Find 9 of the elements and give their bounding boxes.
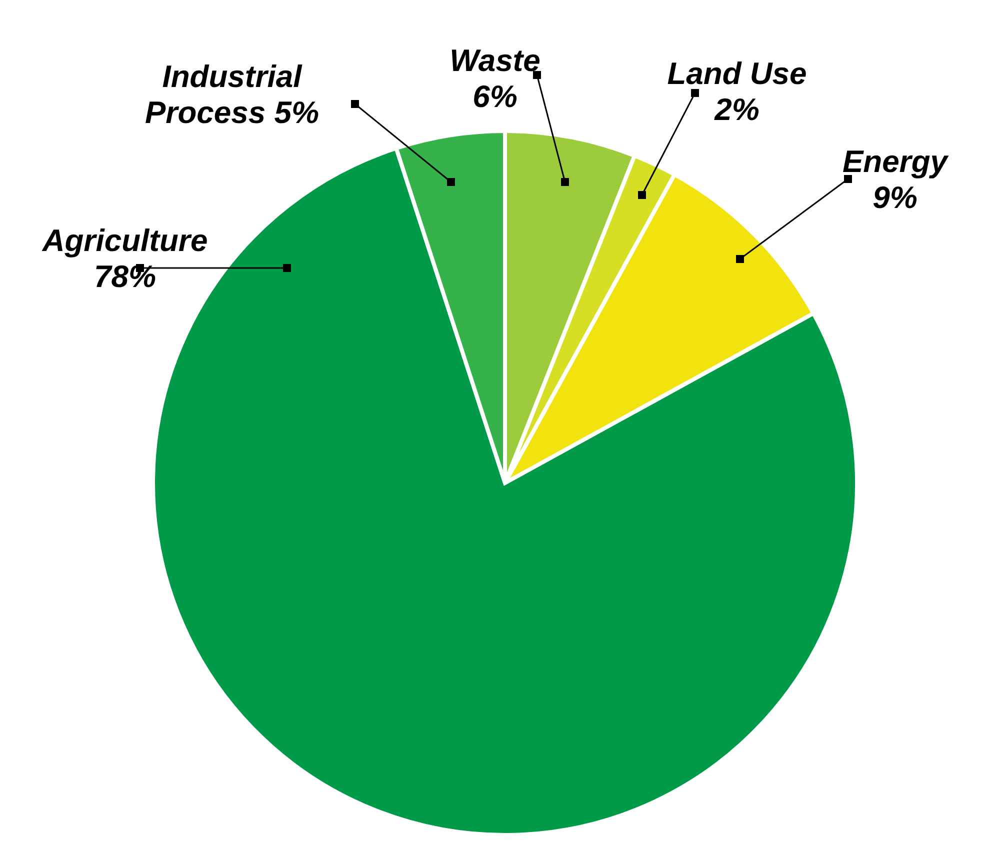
slice-label: Agriculture	[41, 223, 208, 258]
data-label: 2%	[714, 92, 760, 127]
slice-label: Land Use	[667, 56, 807, 91]
data-label: 6%	[472, 79, 518, 114]
data-label: 9%	[872, 180, 918, 215]
slice-label: Waste	[450, 43, 540, 78]
data-label: 78%	[94, 259, 156, 294]
slice-label: Energy	[842, 144, 950, 179]
slice-label: Industrial Process 5%	[144, 59, 320, 130]
